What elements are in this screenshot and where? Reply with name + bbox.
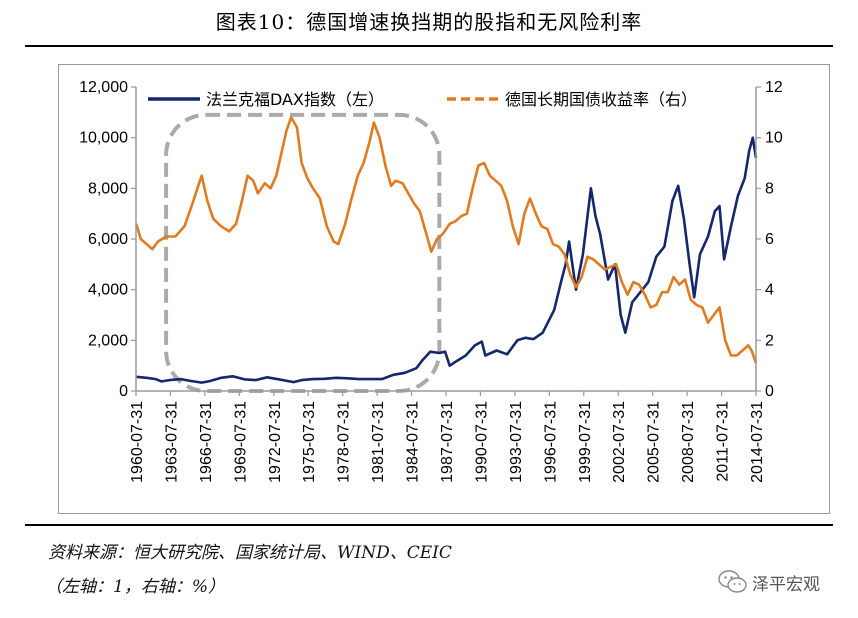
- x-tick-label: 1978-07-31: [336, 401, 353, 483]
- x-tick-label: 1966-07-31: [198, 401, 215, 483]
- highlight-layer: [164, 112, 442, 393]
- right-y-tick-label: 10: [765, 130, 783, 147]
- x-tick-label: 1981-07-31: [370, 401, 387, 483]
- x-tick-label: 1993-07-31: [508, 401, 525, 483]
- x-tick-label: 1996-07-31: [542, 401, 559, 483]
- right-y-tick-label: 8: [765, 180, 774, 197]
- axis-unit-note: （左轴：1，右轴：%）: [45, 577, 225, 597]
- source-note: 资料来源：恒大研究院、国家统计局、WIND、CEIC: [48, 543, 452, 563]
- x-tick-label: 1963-07-31: [163, 401, 180, 483]
- legend: 法兰克福DAX指数（左） 德国长期国债收益率（右）: [148, 90, 697, 109]
- x-tick-label: 2014-07-31: [749, 401, 766, 483]
- x-tick-label: 1990-07-31: [473, 401, 490, 483]
- x-tick-label: 2002-07-31: [611, 401, 628, 483]
- x-tick-label: 2008-07-31: [680, 401, 697, 483]
- right-y-tick-label: 12: [765, 79, 783, 96]
- x-tick-label: 1987-07-31: [439, 401, 456, 483]
- x-tick-label: 1960-07-31: [129, 401, 146, 483]
- right-y-tick-label: 0: [765, 383, 774, 400]
- chart-area: [58, 64, 830, 514]
- axis-layer: 0 2,000 4,000 6,000 8,000 10,000 12,000 0 2 4 6 8 10…: [79, 79, 783, 483]
- chart-title: 图表10：德国增速换挡期的股指和无风险利率: [215, 10, 643, 34]
- left-y-tick-label: 2,000: [88, 332, 128, 349]
- left-y-tick-label: 8,000: [88, 180, 128, 197]
- right-y-tick-label: 4: [765, 282, 774, 299]
- dax-index-line: [136, 136, 758, 384]
- x-tick-label: 1972-07-31: [267, 401, 284, 483]
- left-y-tick-label: 12,000: [79, 79, 128, 96]
- bond-yield-line: [134, 116, 758, 364]
- right-y-tick-label: 6: [765, 231, 774, 248]
- brand-watermark: 泽平宏观: [718, 567, 820, 597]
- legend-bond-label: 德国长期国债收益率（右）: [505, 90, 697, 109]
- highlight-dashed-box: [164, 112, 442, 393]
- top-rule: [25, 45, 833, 47]
- x-tick-label: 2011-07-31: [715, 401, 732, 482]
- x-tick-label: 1984-07-31: [405, 401, 422, 483]
- left-y-tick-label: 10,000: [79, 130, 128, 147]
- x-tick-label: 1975-07-31: [301, 401, 318, 483]
- legend-dax-label: 法兰克福DAX指数（左）: [206, 90, 384, 109]
- brand-name: 泽平宏观: [752, 574, 820, 595]
- x-tick-label: 1969-07-31: [232, 401, 249, 483]
- left-y-tick-label: 0: [119, 383, 128, 400]
- series-layer: [134, 116, 758, 384]
- x-tick-label: 1999-07-31: [577, 401, 594, 483]
- wechat-icon: [718, 570, 747, 593]
- bottom-rule: [25, 524, 833, 526]
- left-y-tick-label: 4,000: [88, 282, 128, 299]
- x-tick-label: 2005-07-31: [646, 401, 663, 483]
- left-y-tick-label: 6,000: [88, 231, 128, 248]
- right-y-tick-label: 2: [765, 332, 774, 349]
